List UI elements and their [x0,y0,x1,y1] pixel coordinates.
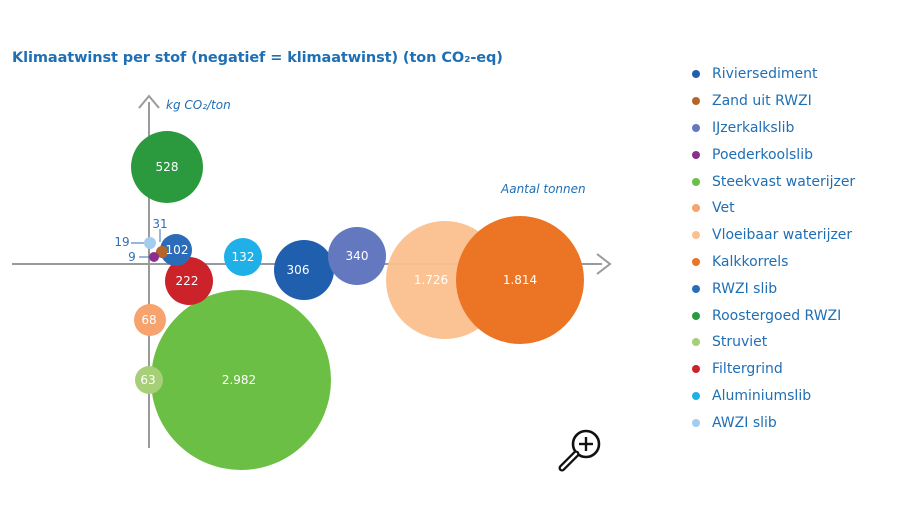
legend-label: Vloeibaar waterijzer [712,227,853,244]
legend-item: Kalkkorrels [692,249,855,276]
data-label-steekvast-waterijzer: 2.982 [222,373,256,387]
legend-label: Filtergrind [712,361,783,378]
legend-swatch [692,338,700,347]
bubble-awzi-slib [144,237,156,249]
bubble-vet [134,304,166,336]
legend-item: Zand uit RWZI [692,88,855,115]
data-label-vet: 68 [141,313,156,327]
bubbles: 2.982 1.726 1.814 528 222 132 306 340 68 63 102 31 9… [114,131,584,470]
data-label-awzi-slib: 19 [114,235,129,249]
legend-label: Vet [712,200,735,217]
data-label-roostergoed-rwzi: 528 [156,160,179,174]
bubble-zand-uit-rwzi [156,246,168,258]
legend-label: AWZI slib [712,414,777,431]
legend-label: IJzerkalkslib [712,119,795,136]
data-label-ijzerkalkslib: 340 [346,249,369,263]
legend-item: Vloeibaar waterijzer [692,222,855,249]
legend-swatch [692,231,700,240]
bubble-roostergoed-rwzi [131,131,203,203]
legend-item: RWZI slib [692,275,855,302]
legend-swatch [692,177,700,186]
legend-swatch [692,257,700,266]
bubble-filtergrind [165,257,213,305]
legend: Riviersediment Zand uit RWZI IJzerkalkslib… [692,61,855,436]
data-label-rwzi-slib: 102 [166,243,189,257]
legend-swatch [692,365,700,374]
zoom-button[interactable] [556,428,606,474]
legend-label: Zand uit RWZI [712,93,812,110]
legend-swatch [692,97,700,106]
data-label-aluminiumslib: 132 [232,250,255,264]
data-label-kalkkorrels: 1.814 [503,273,537,287]
data-label-zand-uit-rwzi: 31 [152,217,167,231]
legend-swatch [692,391,700,400]
x-axis-arrow [596,253,612,275]
bubble-ijzerkalkslib [328,227,386,285]
legend-item: Struviet [692,329,855,356]
magnifier-plus-icon [558,429,601,472]
legend-label: Poederkoolslib [712,146,813,163]
legend-item: Aluminiumslib [692,383,855,410]
y-axis-arrow [138,94,160,109]
data-label-riviersediment: 306 [287,263,310,277]
data-label-struviet: 63 [140,373,155,387]
data-label-vloeibaar-waterijzer: 1.726 [414,273,448,287]
legend-swatch [692,418,700,427]
bubble-kalkkorrels [456,216,584,344]
y-axis-label: kg CO₂/ton [166,98,231,112]
bubble-rwzi-slib [160,234,192,266]
legend-item: Filtergrind [692,356,855,383]
bubble-poederkoolslib [149,252,159,262]
data-label-filtergrind: 222 [176,274,199,288]
legend-swatch [692,284,700,293]
legend-item: Poederkoolslib [692,141,855,168]
legend-swatch [692,204,700,213]
bubble-aluminiumslib [224,238,262,276]
legend-label: Struviet [712,334,768,351]
legend-swatch [692,123,700,132]
bubble-riviersediment [274,240,334,300]
legend-label: Riviersediment [712,66,818,83]
legend-label: Steekvast waterijzer [712,173,856,190]
x-axis-label: Aantal tonnen [500,182,586,196]
legend-label: Kalkkorrels [712,253,789,270]
label-leaders [131,229,161,258]
legend-item: IJzerkalkslib [692,115,855,142]
legend-item: Steekvast waterijzer [692,168,855,195]
bubble-struviet [135,366,163,394]
chart-title: Klimaatwinst per stof (negatief = klimaa… [12,50,503,66]
legend-label: RWZI slib [712,280,778,297]
legend-swatch [692,150,700,159]
legend-item: AWZI slib [692,409,855,436]
legend-item: Riviersediment [692,61,855,88]
legend-item: Vet [692,195,855,222]
data-label-poederkoolslib: 9 [128,250,136,264]
legend-item: Roostergoed RWZI [692,302,855,329]
bubble-steekvast-waterijzer [151,290,331,470]
legend-label: Aluminiumslib [712,387,812,404]
legend-label: Roostergoed RWZI [712,307,842,324]
legend-swatch [692,311,700,320]
legend-swatch [692,70,700,79]
